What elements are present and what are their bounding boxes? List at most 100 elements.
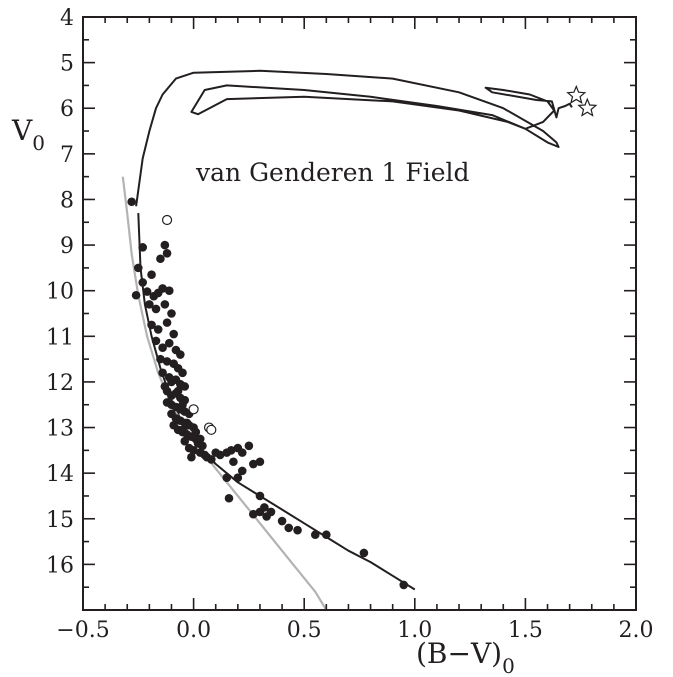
star-point [162, 357, 172, 366]
star-point [224, 493, 234, 503]
star-point [189, 446, 198, 455]
y-tick-label: 8 [60, 188, 74, 213]
y-tick-label: 15 [46, 508, 74, 533]
points-layer [127, 84, 598, 590]
star-point [255, 507, 265, 517]
x-tick-label: 0.5 [287, 618, 322, 643]
y-tick-label: 10 [46, 280, 74, 305]
y-tick-label: 11 [46, 325, 74, 350]
star-point [195, 434, 205, 444]
y-tick-label: 5 [60, 52, 74, 77]
y-tick-label: 7 [60, 143, 74, 168]
star-point [173, 386, 183, 396]
y-tick-label: 16 [46, 553, 74, 578]
star-point [134, 263, 143, 273]
star-point [262, 512, 271, 521]
star-point [178, 400, 187, 410]
star-point [169, 329, 178, 339]
star-point [293, 525, 302, 535]
star-point [160, 240, 170, 250]
star-point [158, 368, 167, 378]
star-point [167, 309, 176, 318]
star-point [359, 548, 369, 558]
star-point [222, 473, 232, 483]
open-point [161, 214, 173, 226]
star-point [158, 343, 167, 353]
grey-zams-line [121, 176, 328, 611]
star-point [138, 278, 148, 287]
x-tick-label: 1.0 [397, 618, 432, 643]
y-tick-label: 6 [60, 97, 74, 122]
star-point [176, 350, 185, 359]
x-axis-subscript: 0 [502, 654, 515, 677]
star-point [310, 530, 320, 540]
y-tick-label: 13 [46, 417, 74, 442]
star-point [164, 338, 174, 348]
star-point [131, 290, 141, 300]
star-point [191, 427, 201, 437]
open-point [206, 424, 217, 435]
x-tick-label: 1.5 [508, 618, 543, 643]
star-point [147, 320, 156, 330]
y-axis-label: V [11, 114, 33, 147]
star-point [151, 304, 161, 314]
curves-layer [121, 69, 573, 611]
star-point [162, 318, 172, 327]
ticks-layer [82, 16, 637, 611]
x-axis-label: (B−V) [416, 637, 502, 670]
black-main-sequence-line [137, 213, 416, 591]
star-marker [577, 97, 598, 117]
star-point [178, 368, 187, 378]
star-point [153, 325, 163, 334]
star-point [229, 457, 238, 467]
y-tick-label: 12 [46, 371, 74, 396]
y-tick-label: 14 [46, 462, 74, 487]
y-axis-title: V0 [11, 114, 45, 155]
tick-labels-layer: −0.5 0.0 0.5 1.0 1.5 2.0 4 5 6 7 8 9 10 11 12 13 14 15 16 [46, 6, 654, 643]
star-point [233, 473, 243, 483]
star-point [255, 491, 265, 501]
star-point [215, 450, 225, 460]
star-point [277, 516, 287, 526]
star-point [237, 448, 247, 457]
chart-annotation: van Genderen 1 Field [195, 158, 470, 187]
star-point [156, 254, 165, 264]
star-point [399, 580, 409, 590]
star-point [180, 436, 190, 446]
y-axis-subscript: 0 [32, 131, 45, 155]
y-tick-label: 9 [60, 234, 74, 259]
star-point [182, 418, 192, 428]
star-point [206, 455, 216, 464]
star-marker [566, 84, 587, 104]
star-point [187, 452, 196, 462]
star-point [178, 425, 187, 435]
star-point [156, 354, 165, 364]
x-tick-label: −0.5 [56, 618, 109, 643]
star-point [180, 382, 190, 391]
star-point [127, 197, 136, 207]
star-point [322, 530, 331, 540]
star-point [151, 336, 161, 346]
star-point [244, 441, 254, 451]
star-point [198, 441, 207, 451]
star-point [138, 243, 148, 252]
star-point [284, 523, 294, 533]
star-point [158, 284, 167, 293]
star-point [147, 270, 156, 280]
star-point [249, 459, 258, 469]
star-point [142, 287, 152, 296]
star-point [249, 509, 258, 519]
star-point [164, 286, 174, 295]
black-isochrone-line [135, 69, 573, 207]
star-point [226, 446, 236, 455]
x-tick-label: 0.0 [176, 618, 211, 643]
x-tick-label: 2.0 [619, 618, 654, 643]
star-point [145, 300, 154, 309]
x-axis-title: (B−V)0 [416, 637, 515, 677]
open-point [188, 404, 199, 415]
star-point [237, 466, 247, 476]
star-point [255, 457, 265, 467]
star-point [162, 248, 172, 258]
y-tick-label: 4 [60, 6, 74, 31]
